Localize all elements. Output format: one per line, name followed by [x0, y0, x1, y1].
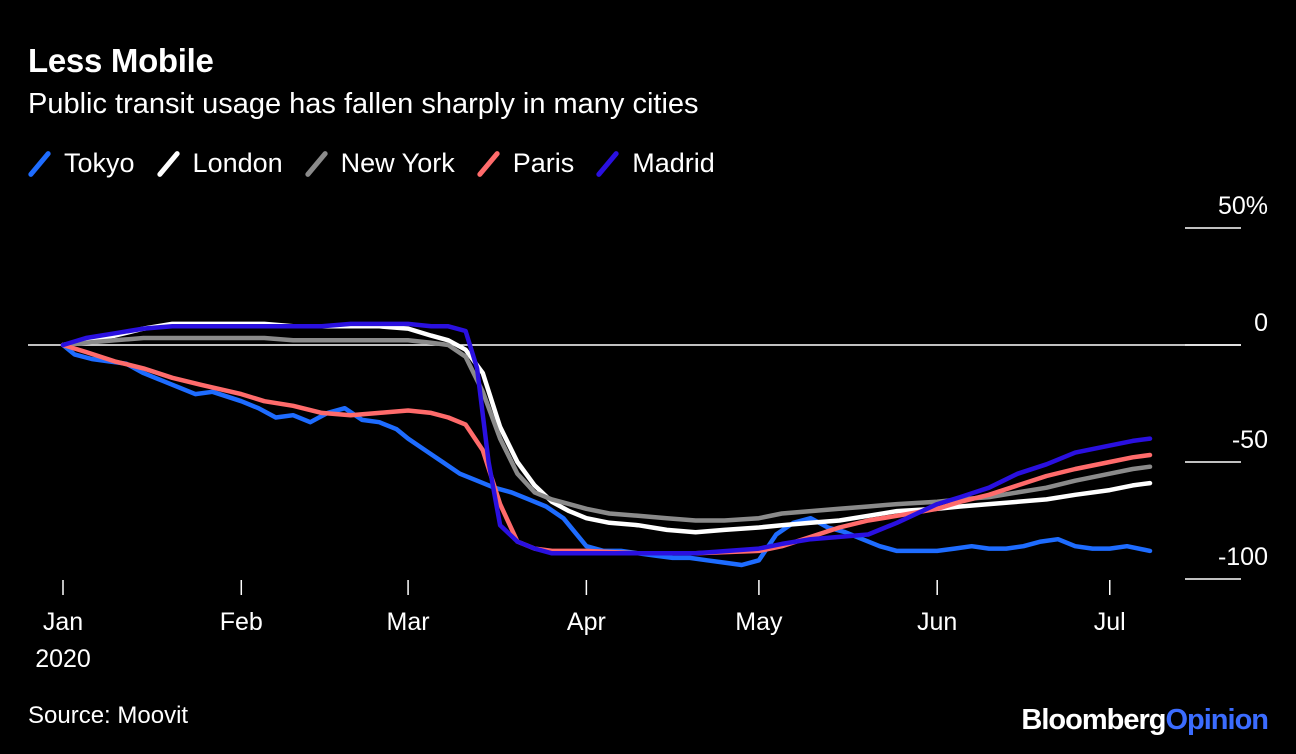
y-tick-label: -100 — [1218, 543, 1268, 571]
x-tick-label: Apr — [567, 608, 606, 636]
x-tick-label: Jun — [917, 608, 957, 636]
legend-item-new-york: New York — [303, 148, 455, 179]
x-tick-label: May — [735, 608, 783, 636]
legend-label-london: London — [192, 148, 283, 178]
y-tick-label: -50 — [1232, 426, 1268, 454]
chart-title: Less Mobile — [28, 42, 214, 79]
x-tick-sublabel: 2020 — [35, 645, 91, 673]
series-line-tokyo — [60, 342, 1153, 568]
x-tick-label: Jul — [1094, 608, 1126, 636]
legend: Tokyo London New York Paris Madrid — [27, 148, 737, 179]
legend-label-paris: Paris — [512, 148, 575, 178]
bloomberg-opinion-logo: BloombergOpinion — [1021, 704, 1269, 737]
y-tick-label: 50% — [1218, 192, 1268, 220]
legend-label-madrid: Madrid — [632, 148, 715, 178]
legend-label-tokyo: Tokyo — [64, 148, 135, 178]
y-tick-label: 0 — [1254, 309, 1268, 337]
x-tick-label: Jan — [43, 608, 83, 636]
x-tick-label: Mar — [387, 608, 430, 636]
legend-item-paris: Paris — [476, 148, 575, 179]
series-line-london — [60, 321, 1153, 535]
chart-axes: 50% 0 -50 -100 Jan 2020 Feb Mar Apr May Jun Jul — [28, 192, 1268, 673]
x-tick-label: Feb — [220, 608, 263, 636]
legend-item-tokyo: Tokyo — [27, 148, 135, 179]
series-line-madrid — [60, 321, 1153, 556]
chart-lines — [60, 321, 1153, 568]
chart-subtitle: Public transit usage has fallen sharply … — [28, 88, 699, 120]
source-note: Source: Moovit — [28, 702, 189, 729]
legend-item-madrid: Madrid — [595, 148, 715, 179]
brand-opinion: Opinion — [1165, 704, 1269, 736]
legend-item-london: London — [155, 148, 283, 179]
legend-label-new-york: New York — [340, 148, 455, 178]
brand-bloomberg: Bloomberg — [1021, 704, 1166, 736]
